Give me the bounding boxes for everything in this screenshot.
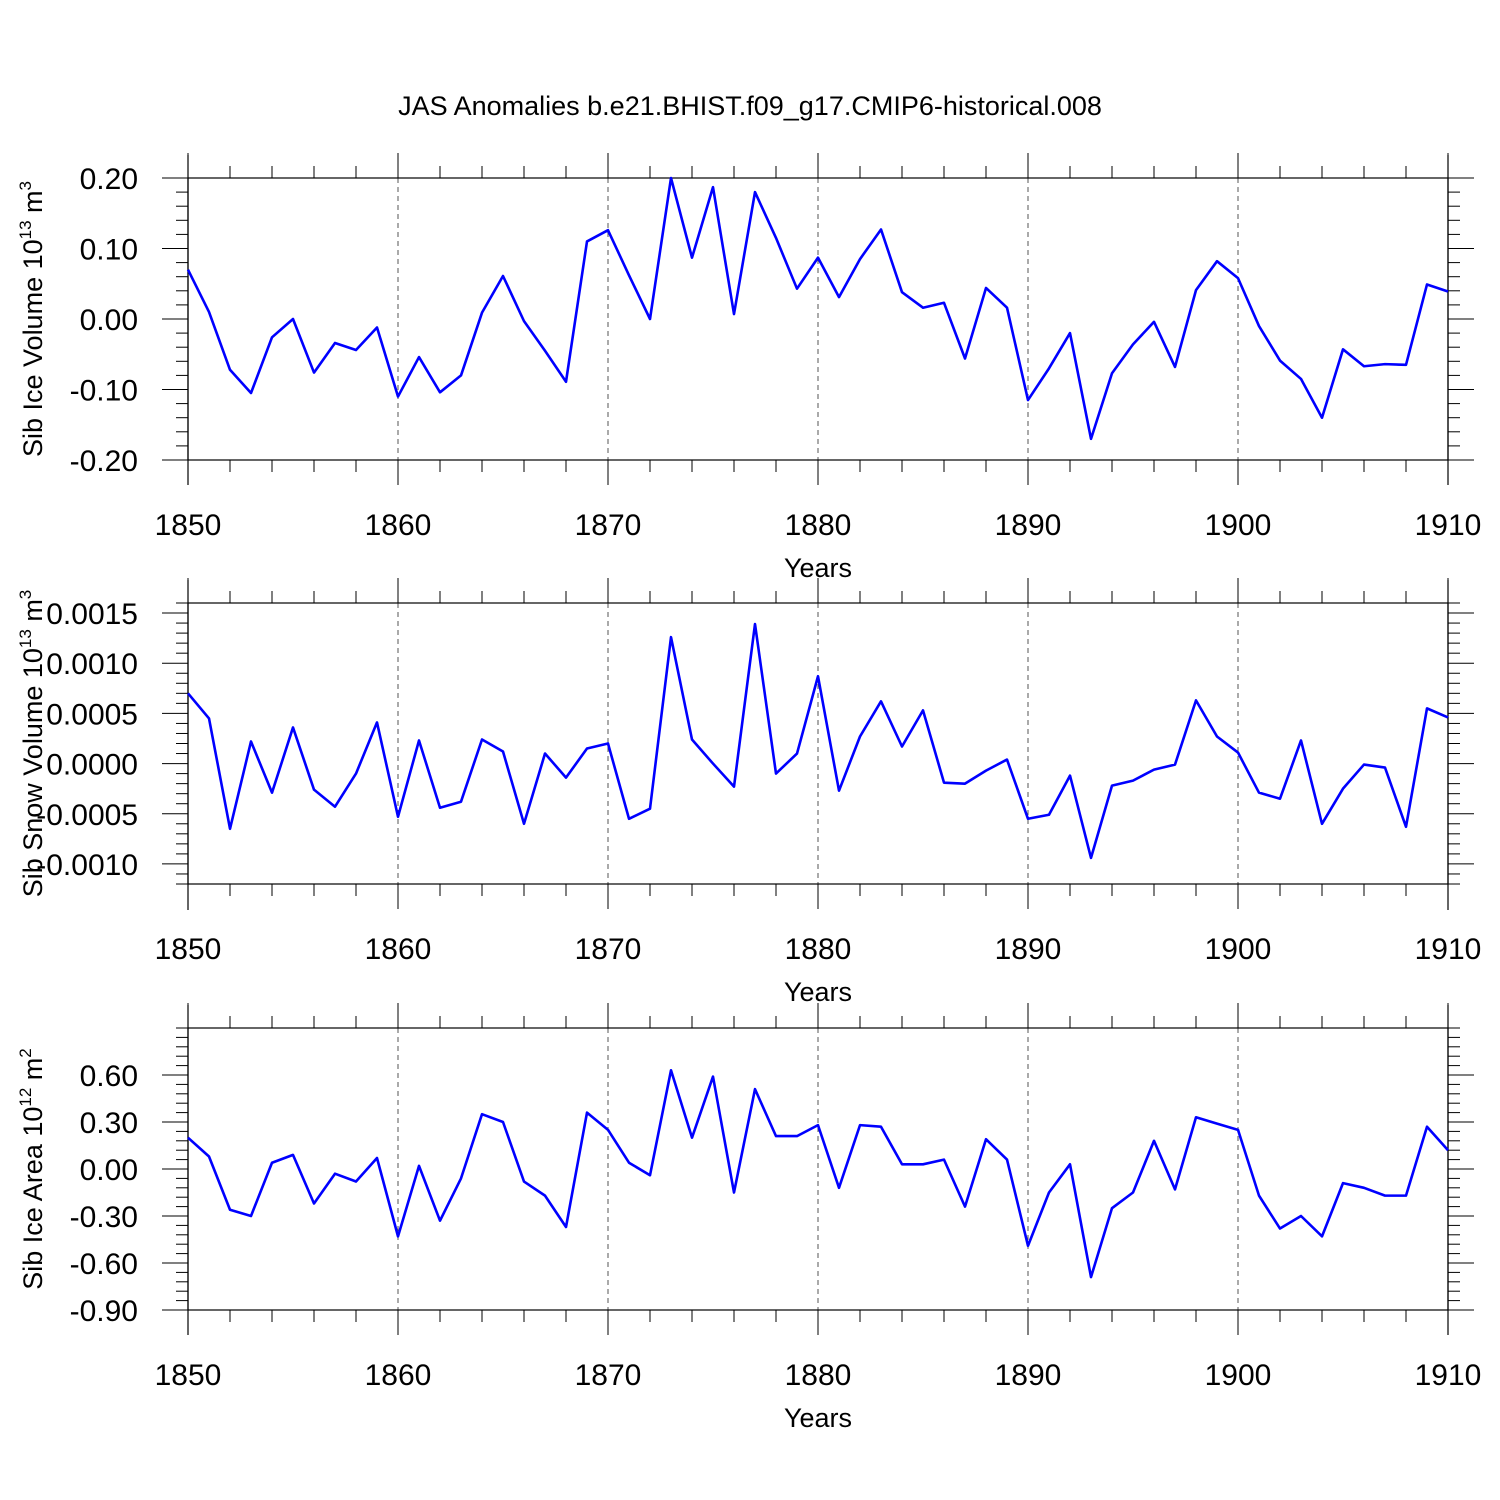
y-tick-label: -0.10 [70, 375, 138, 408]
y-tick-label: -0.0010 [36, 849, 138, 882]
x-tick-label: 1910 [1415, 933, 1482, 966]
x-tick-label: 1880 [785, 509, 852, 542]
x-tick-label: 1910 [1415, 509, 1482, 542]
y-axis-title: Sib Ice Area 1012 m2 [16, 1048, 48, 1290]
y-tick-label: 0.0005 [46, 698, 138, 731]
x-axis-title: Years [784, 1403, 852, 1433]
x-tick-label: 1850 [155, 1359, 222, 1392]
x-axis-title: Years [784, 977, 852, 1007]
y-tick-label: 0.0015 [46, 598, 138, 631]
panel-1: 1850 1860 1870 1880 1890 1900 1910Years-0.20-0… [16, 153, 1481, 583]
y-tick-label: 0.00 [80, 304, 138, 337]
panel-3: 1850 1860 1870 1880 1890 1900 1910 Years -0.90 -0… [16, 1003, 1481, 1433]
y-axis-title: Sib Snow Volume 1013 m3 [16, 590, 48, 898]
x-tick-label: 1870 [575, 509, 642, 542]
plot-frame [187, 177, 1449, 461]
y-tick-label: 0.60 [80, 1060, 138, 1093]
x-tick-label: 1900 [1205, 1359, 1272, 1392]
plot-frame [187, 1027, 1449, 1311]
y-tick-label: 0.30 [80, 1107, 138, 1140]
y-tick-label: 0.00 [80, 1154, 138, 1187]
figure-title: JAS Anomalies b.e21.BHIST.f09_g17.CMIP6-… [398, 91, 1102, 121]
panel-2: 1850 1860 1870 1880 1890 1900 1910 Years -0.0010… [16, 578, 1481, 1007]
series-line [187, 622, 1449, 860]
x-tick-label: 1850 [155, 933, 222, 966]
x-tick-label: 1860 [365, 933, 432, 966]
panels: 1850 1860 1870 1880 1890 1900 1910 Years -0.20 -0… [16, 153, 1481, 1433]
y-tick-label: 0.0010 [46, 648, 138, 681]
series-line [187, 1069, 1449, 1279]
x-tick-label: 1850 [155, 509, 222, 542]
y-axis-title: Sib Ice Volume 1013 m3 [16, 181, 48, 457]
x-tick-label: 1900 [1205, 933, 1272, 966]
x-tick-label: 1890 [995, 933, 1062, 966]
x-tick-label: 1900 [1205, 509, 1272, 542]
y-tick-label: 0.10 [80, 234, 138, 267]
y-tick-label: -0.0005 [36, 799, 138, 832]
y-tick-label: 0.20 [80, 163, 138, 196]
y-tick-label: 0.0000 [46, 749, 138, 782]
y-tick-label: -0.30 [70, 1201, 138, 1234]
y-tick-label: -0.60 [70, 1248, 138, 1281]
x-tick-label: 1870 [575, 1359, 642, 1392]
x-tick-label: 1880 [785, 1359, 852, 1392]
x-tick-label: 1890 [995, 509, 1062, 542]
y-tick-label: -0.20 [70, 445, 138, 478]
series-line [186, 176, 1449, 441]
y-tick-label: -0.90 [70, 1295, 138, 1328]
x-tick-label: 1860 [365, 509, 432, 542]
x-tick-label: 1910 [1415, 1359, 1482, 1392]
x-tick-label: 1860 [365, 1359, 432, 1392]
x-tick-label: 1890 [995, 1359, 1062, 1392]
x-tick-label: 1870 [575, 933, 642, 966]
x-tick-label: 1880 [785, 933, 852, 966]
